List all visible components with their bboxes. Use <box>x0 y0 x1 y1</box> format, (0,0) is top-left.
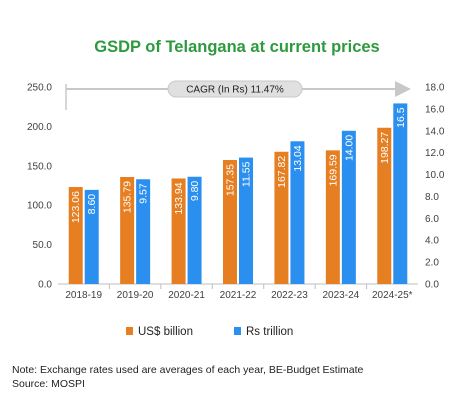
footnote: Note: Exchange rates used are averages o… <box>12 364 364 376</box>
legend-label: US$ billion <box>138 326 193 338</box>
bar-us-dollar-billion <box>325 150 340 284</box>
y-right-tick-label: 14.0 <box>425 126 445 137</box>
y-left-tick-label: 200.0 <box>27 122 52 133</box>
bar-rs-trillion <box>393 103 408 285</box>
bar-rs-trillion <box>290 141 305 284</box>
y-right-tick-label: 12.0 <box>425 148 445 159</box>
x-tick-label: 2020-21 <box>168 290 205 301</box>
y-right-tick-label: 2.0 <box>425 258 439 269</box>
bar-us-dollar-billion <box>223 160 237 284</box>
bar-label-us-dollar-billion: 123.06 <box>70 191 82 223</box>
bar-us-dollar-billion <box>171 178 186 284</box>
y-right-tick-label: 4.0 <box>425 236 439 247</box>
cagr-label: CAGR (In Rs) 11.47% <box>186 85 284 96</box>
y-left-tick-label: 0.0 <box>38 280 52 291</box>
y-left-tick-label: 150.0 <box>27 161 52 172</box>
bar-label-us-dollar-billion: 169.59 <box>327 154 339 186</box>
bar-us-dollar-billion <box>274 151 289 284</box>
bar-label-rs-trillion: 16.5 <box>395 107 407 128</box>
x-tick-label: 2021-22 <box>220 290 257 301</box>
bar-rs-trillion <box>239 157 253 284</box>
x-tick-label: 2018-19 <box>65 290 102 301</box>
bar-label-rs-trillion: 11.55 <box>241 161 253 187</box>
legend-label: Rs trillion <box>246 326 293 338</box>
bar-label-rs-trillion: 9.57 <box>138 183 150 204</box>
bar-rs-trillion <box>187 176 202 284</box>
legend-swatch <box>126 327 133 335</box>
x-tick-label: 2019-20 <box>117 290 154 301</box>
bar-label-us-dollar-billion: 198.27 <box>379 132 391 164</box>
bar-us-dollar-billion <box>377 127 392 284</box>
y-left-tick-label: 250.0 <box>27 83 52 94</box>
bar-label-us-dollar-billion: 135.79 <box>122 181 134 213</box>
bar-label-rs-trillion: 14.00 <box>343 135 355 161</box>
y-right-tick-label: 8.0 <box>425 192 439 203</box>
x-tick-label: 2022-23 <box>271 290 308 301</box>
bar-rs-trillion <box>341 130 356 284</box>
x-tick-label: 2024-25* <box>372 290 413 301</box>
bar-rs-trillion <box>136 179 151 284</box>
bar-label-us-dollar-billion: 133.94 <box>173 182 185 214</box>
y-right-tick-label: 10.0 <box>425 170 445 181</box>
chart-title: GSDP of Telangana at current prices <box>94 38 380 56</box>
y-left-tick-label: 100.0 <box>27 201 52 212</box>
cagr-badge <box>167 80 303 98</box>
source-note: Source: MOSPI <box>12 378 85 390</box>
bar-label-rs-trillion: 9.80 <box>189 181 201 202</box>
bar-label-rs-trillion: 13.04 <box>292 145 304 171</box>
bar-label-us-dollar-billion: 167.82 <box>276 156 288 188</box>
y-right-tick-label: 0.0 <box>425 280 439 291</box>
bar-us-dollar-billion <box>68 187 83 284</box>
y-right-tick-label: 6.0 <box>425 214 439 225</box>
bar-label-rs-trillion: 8.60 <box>86 194 98 215</box>
y-left-tick-label: 50.0 <box>33 240 53 251</box>
y-right-tick-label: 16.0 <box>425 104 445 115</box>
x-tick-label: 2023-24 <box>323 290 360 301</box>
y-right-tick-label: 18.0 <box>425 83 445 94</box>
legend-swatch <box>234 327 241 335</box>
bar-us-dollar-billion <box>120 176 135 284</box>
bar-label-us-dollar-billion: 157.35 <box>225 164 237 196</box>
bar-rs-trillion <box>84 189 99 284</box>
